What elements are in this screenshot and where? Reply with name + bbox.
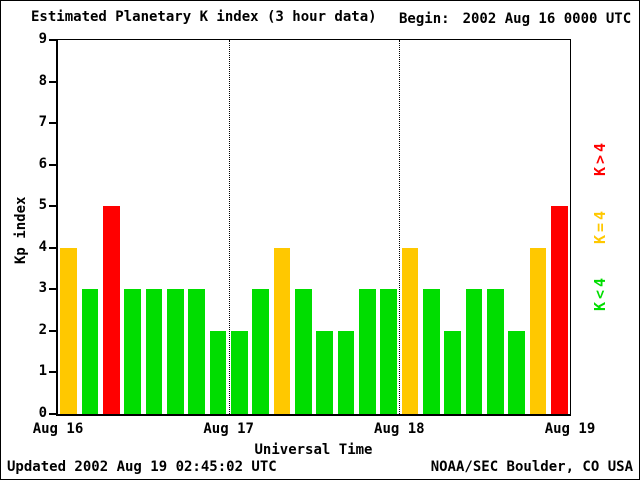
y-tick-label: 0	[38, 405, 47, 421]
y-tick-mark	[49, 371, 56, 374]
legend-k-eq-4: K=4	[591, 207, 609, 244]
chart-title: Estimated Planetary K index (3 hour data…	[31, 9, 377, 25]
y-tick-label: 7	[38, 114, 47, 131]
kp-bar	[316, 330, 333, 414]
plot-area	[56, 39, 571, 416]
y-tick-mark	[49, 122, 56, 125]
begin-label: Begin:	[399, 11, 450, 27]
y-tick-label: 6	[38, 155, 47, 172]
y-tick-mark	[49, 39, 56, 41]
begin-value: 2002 Aug 16 0000 UTC	[462, 11, 632, 27]
kp-bar	[551, 206, 568, 414]
y-tick-label: 3	[38, 280, 47, 297]
y-tick-mark	[49, 80, 56, 83]
kp-bar	[529, 247, 547, 414]
kp-bar	[81, 289, 99, 414]
kp-bar	[487, 289, 504, 414]
kp-bar	[465, 289, 483, 414]
y-tick-mark	[49, 246, 56, 249]
kp-bar	[508, 330, 525, 414]
source-credit: NOAA/SEC Boulder, CO USA	[430, 459, 633, 475]
kp-bar	[337, 330, 355, 414]
kp-bar	[359, 289, 376, 414]
legend-k-gt-4: K>4	[591, 139, 609, 176]
y-tick-label: 2	[38, 321, 47, 338]
y-tick-mark	[49, 205, 56, 208]
day-boundary-gridline	[399, 40, 401, 414]
kp-bar	[103, 206, 120, 414]
kp-bar	[231, 330, 248, 414]
kp-bar	[401, 247, 419, 414]
y-tick-label: 9	[38, 31, 47, 47]
y-tick-mark	[49, 163, 56, 166]
y-tick-label: 4	[38, 238, 47, 255]
kp-bar	[380, 289, 397, 414]
y-tick-label: 1	[38, 363, 47, 380]
kp-bar	[145, 289, 163, 414]
kp-bar	[252, 289, 269, 414]
kp-bar	[60, 247, 77, 414]
y-tick-mark	[49, 413, 56, 415]
legend-k-lt-4: K<4	[591, 274, 609, 311]
y-tick-label: 8	[38, 72, 47, 89]
x-axis-label: Universal Time	[254, 442, 373, 458]
x-tick-label: Aug 17	[203, 421, 254, 437]
x-tick-label: Aug 16	[32, 421, 84, 437]
kp-bar	[295, 289, 312, 414]
kp-bar	[209, 330, 227, 414]
updated-timestamp: Updated 2002 Aug 19 02:45:02 UTC	[7, 459, 277, 475]
y-tick-mark	[49, 329, 56, 332]
kp-bar	[124, 289, 141, 414]
kp-bar	[423, 289, 440, 414]
begin-timestamp: Begin: 2002 Aug 16 0000 UTC	[399, 11, 631, 27]
x-tick-label: Aug 18	[374, 421, 425, 437]
day-boundary-gridline	[228, 40, 230, 414]
kp-bar	[188, 289, 205, 414]
kp-bar	[167, 289, 184, 414]
kp-bar	[444, 330, 461, 414]
y-tick-mark	[49, 288, 56, 291]
x-tick-label: Aug 19	[544, 421, 596, 437]
kp-bar	[273, 247, 291, 414]
y-tick-label: 5	[38, 197, 47, 214]
